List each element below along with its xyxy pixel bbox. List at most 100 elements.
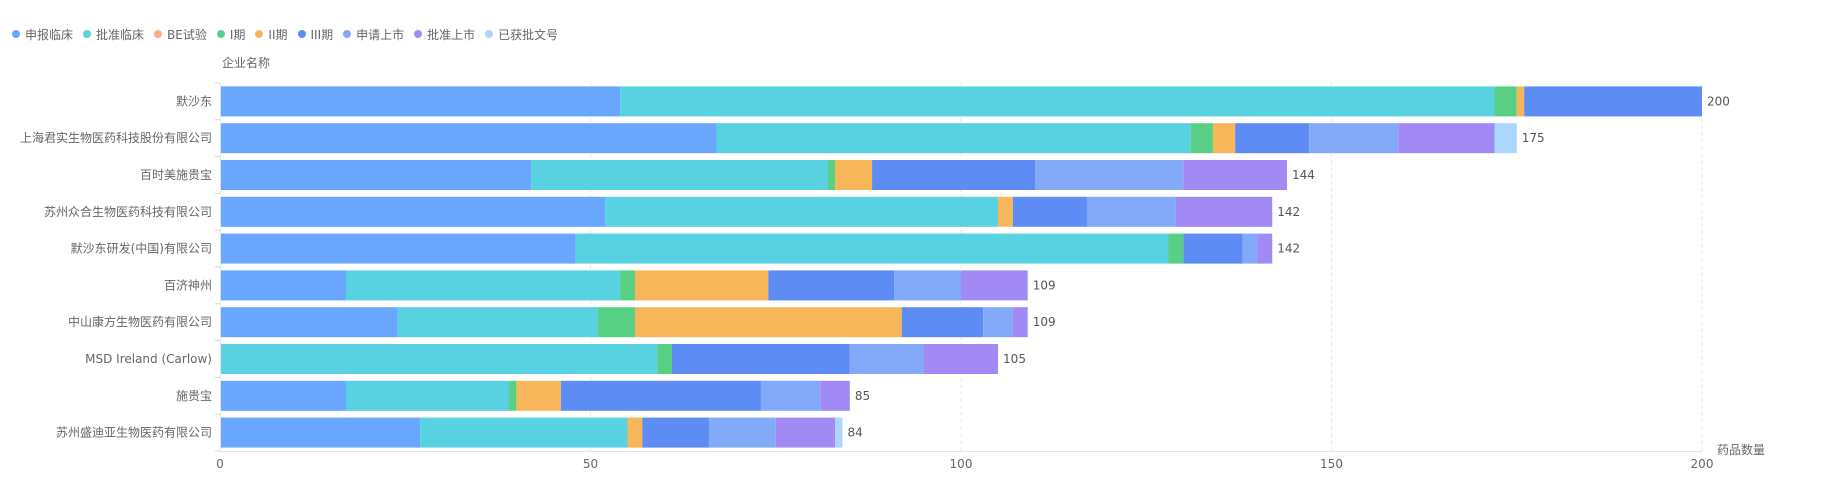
grid-lines [590, 83, 1703, 451]
bar-segment[interactable] [634, 270, 769, 301]
legend-label: II期 [268, 27, 288, 42]
chart-legend: 申报临床 批准临床 BE试验 I期 II期 III期 申请上市 批准上市 已获批文号 [12, 26, 568, 42]
bar-segment[interactable] [768, 270, 895, 301]
bar-segment[interactable] [1035, 160, 1184, 190]
bar-segment[interactable] [709, 417, 776, 448]
legend-item[interactable]: 批准临床 [83, 26, 144, 43]
bar-segment[interactable] [872, 160, 1036, 190]
bar-segment[interactable] [220, 344, 658, 374]
bar-segment[interactable] [620, 86, 1495, 117]
legend-dot-icon [485, 30, 494, 38]
bar-segment[interactable] [220, 417, 421, 448]
bar-segment[interactable] [1494, 86, 1517, 117]
bar-segment[interactable] [220, 123, 717, 154]
total-label: 105 [1003, 352, 1026, 366]
bar-segment[interactable] [1398, 123, 1495, 154]
bar-segment[interactable] [508, 380, 517, 411]
bars [220, 86, 1702, 448]
bar-segment[interactable] [1212, 123, 1236, 154]
bar-segment[interactable] [642, 417, 710, 448]
legend-label: 批准临床 [96, 27, 145, 42]
bar-segment[interactable] [420, 417, 628, 448]
bar-segment[interactable] [220, 196, 606, 227]
bar-segment[interactable] [1175, 196, 1273, 227]
y-tick-label: 苏州众合生物医药科技有限公司 [44, 204, 212, 219]
bar-segment[interactable] [627, 417, 643, 448]
total-label: 142 [1277, 242, 1300, 256]
bar-segment[interactable] [575, 233, 1169, 264]
total-label: 142 [1277, 205, 1300, 219]
legend-item[interactable]: 申请上市 [343, 26, 404, 43]
bar-segment[interactable] [672, 344, 850, 374]
bar-segment[interactable] [560, 380, 761, 411]
x-tick-label: 50 [583, 457, 598, 471]
bar-segment[interactable] [345, 270, 621, 301]
bar-segment[interactable] [1168, 233, 1184, 264]
bar-segment[interactable] [516, 380, 561, 411]
legend-label: 已获批文号 [498, 27, 559, 42]
bar-segment[interactable] [1516, 86, 1525, 117]
legend-item[interactable]: 已获批文号 [485, 26, 558, 43]
bar-segment[interactable] [1012, 307, 1028, 338]
bar-segment[interactable] [827, 160, 836, 190]
bar-segment[interactable] [605, 196, 999, 227]
bar-segment[interactable] [220, 270, 346, 301]
total-label: 109 [1033, 278, 1056, 292]
bar-segment[interactable] [620, 270, 635, 301]
x-axis: 0 50 100 150 200 [216, 451, 1713, 471]
legend-item[interactable]: BE试验 [154, 26, 207, 43]
bar-segment[interactable] [220, 307, 398, 338]
bar-segment[interactable] [1235, 123, 1310, 154]
bar-segment[interactable] [531, 160, 828, 190]
legend-item[interactable]: III期 [297, 26, 334, 43]
bar-segment[interactable] [1012, 196, 1087, 227]
x-tick-label: 100 [950, 457, 973, 471]
legend-item[interactable]: II期 [255, 26, 288, 43]
legend-item[interactable]: 批准上市 [414, 26, 475, 43]
y-tick-label: 默沙东 [176, 93, 212, 108]
bar-segment[interactable] [220, 160, 532, 190]
bar-segment[interactable] [901, 307, 984, 338]
bar-segment[interactable] [760, 380, 821, 411]
bar-segment[interactable] [983, 307, 1013, 338]
bar-segment[interactable] [1183, 160, 1288, 190]
bar-segment[interactable] [220, 86, 621, 117]
bar-segment[interactable] [1183, 233, 1243, 264]
legend-item[interactable]: I期 [216, 26, 245, 43]
y-tick-label: 默沙东研发(中国)有限公司 [71, 241, 212, 256]
bar-segment[interactable] [1494, 123, 1517, 154]
bar-segment[interactable] [961, 270, 1028, 301]
bar-segment[interactable] [775, 417, 836, 448]
bar-segment[interactable] [835, 417, 843, 448]
bar-segment[interactable] [998, 196, 1013, 227]
bar-segment[interactable] [345, 380, 509, 411]
bar-segment[interactable] [397, 307, 598, 338]
x-axis-title: 药品数量 [1717, 443, 1766, 457]
bar-segment[interactable] [716, 123, 1191, 154]
bar-segment[interactable] [220, 233, 576, 264]
legend-dot-icon [297, 30, 306, 38]
bar-segment[interactable] [220, 380, 346, 411]
bar-segment[interactable] [1524, 86, 1702, 117]
bar-segment[interactable] [894, 270, 961, 301]
bar-segment[interactable] [634, 307, 902, 338]
bar-segment[interactable] [1257, 233, 1273, 264]
bar-segment[interactable] [657, 344, 673, 374]
bar-segment[interactable] [1309, 123, 1399, 154]
bar-segment[interactable] [820, 380, 850, 411]
bar-segment[interactable] [597, 307, 635, 338]
bar-segment[interactable] [1190, 123, 1213, 154]
total-labels: 200 175 144 142 142 109 109 105 85 84 [847, 94, 1729, 439]
y-axis-title: 企业名称 [222, 56, 271, 70]
total-label: 84 [847, 426, 862, 440]
bar-segment[interactable] [1242, 233, 1258, 264]
legend-item[interactable]: 申报临床 [12, 26, 73, 43]
total-label: 85 [855, 389, 870, 403]
bar-segment[interactable] [849, 344, 924, 374]
bar-segment[interactable] [1086, 196, 1176, 227]
bar-segment[interactable] [835, 160, 873, 190]
bar-segment[interactable] [923, 344, 999, 374]
total-label: 175 [1522, 131, 1545, 145]
legend-label: III期 [310, 27, 334, 42]
